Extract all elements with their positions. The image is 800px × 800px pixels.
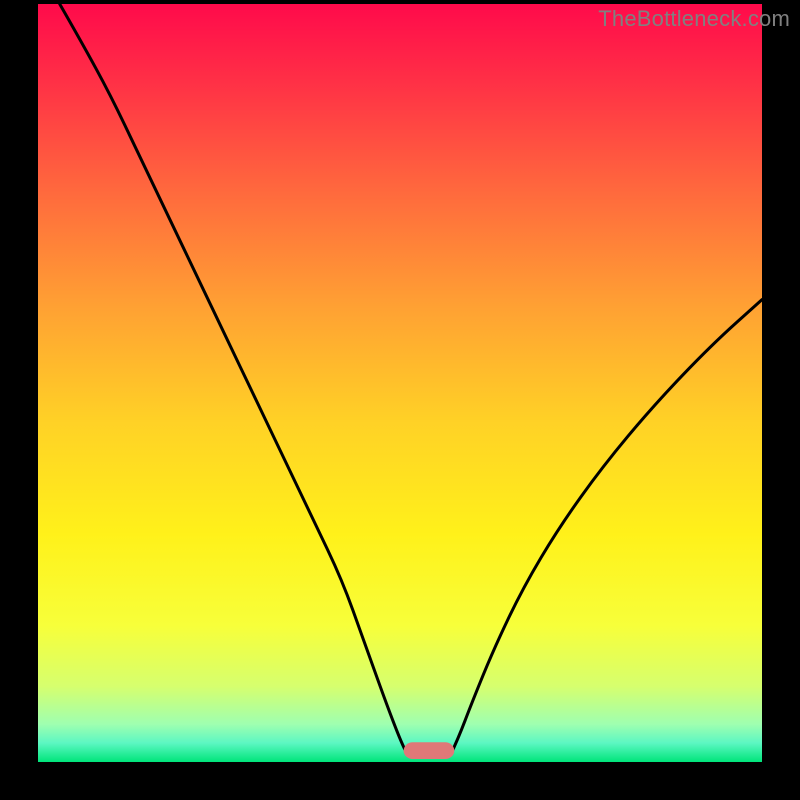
chart-svg bbox=[0, 0, 800, 800]
border-top bbox=[0, 0, 800, 4]
watermark-text: TheBottleneck.com bbox=[598, 6, 790, 32]
optimal-marker bbox=[404, 742, 455, 759]
plot-background bbox=[38, 4, 762, 762]
border-left bbox=[0, 0, 38, 800]
border-bottom bbox=[0, 762, 800, 800]
bottleneck-chart: TheBottleneck.com bbox=[0, 0, 800, 800]
border-right bbox=[762, 0, 800, 800]
